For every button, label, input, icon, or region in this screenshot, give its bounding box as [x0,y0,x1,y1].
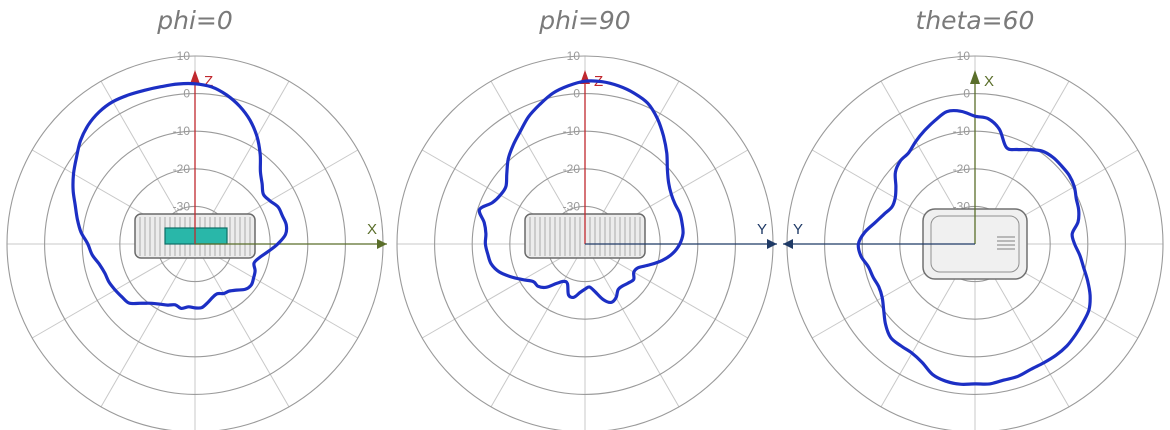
pattern-series-line [477,79,685,305]
vertical-axis-arrow [190,70,200,84]
chart-title: phi=90 [539,6,631,35]
horizontal-axis-label: Y [793,221,803,238]
spoke-line [31,243,196,339]
horizontal-axis-arrow [767,239,777,249]
vertical-axis-label: Z [204,73,213,90]
vertical-axis-label: X [984,73,994,90]
tick-label: -20 [563,162,581,176]
spoke-line [194,243,290,408]
tick-label: -10 [173,124,191,138]
polar-chart-phi0: phi=0 -30 -20 -10 0 10 Z X [0,0,390,430]
polar-chart-theta60: theta=60 -30 -20 -10 0 10 X Y [780,0,1170,430]
tick-label: -30 [563,199,581,213]
tick-label: 10 [177,49,191,63]
spoke-line [490,243,586,408]
tick-label: -20 [953,162,971,176]
tick-label: 10 [957,49,971,63]
horizontal-axis-label: Y [757,221,767,238]
spoke-line [584,243,749,339]
polar-chart-phi90: phi=90 -30 -20 -10 0 10 Z Y [390,0,780,430]
tick-label: 10 [567,49,581,63]
spoke-line [584,243,680,408]
pattern-series-line [71,81,289,311]
vertical-axis-arrow [970,70,980,84]
tick-label: -10 [563,124,581,138]
polar-plot-phi0: -30 -20 -10 0 10 Z X [6,49,387,430]
tick-label: 0 [183,87,190,101]
tick-label: 0 [573,87,580,101]
tick-label: -20 [173,162,191,176]
tick-label: -30 [173,199,191,213]
chart-title: phi=0 [157,6,233,35]
horizontal-axis-label: X [367,221,377,238]
pattern-series-line [856,108,1092,386]
tick-label: -10 [953,124,971,138]
horizontal-axis-arrow [377,239,387,249]
object-component [164,227,228,245]
spoke-line [194,243,359,339]
horizontal-axis-arrow [783,239,793,249]
spoke-line [421,243,586,339]
tick-label: 0 [963,87,970,101]
spoke-line [100,243,196,408]
chart-title: theta=60 [915,6,1035,35]
